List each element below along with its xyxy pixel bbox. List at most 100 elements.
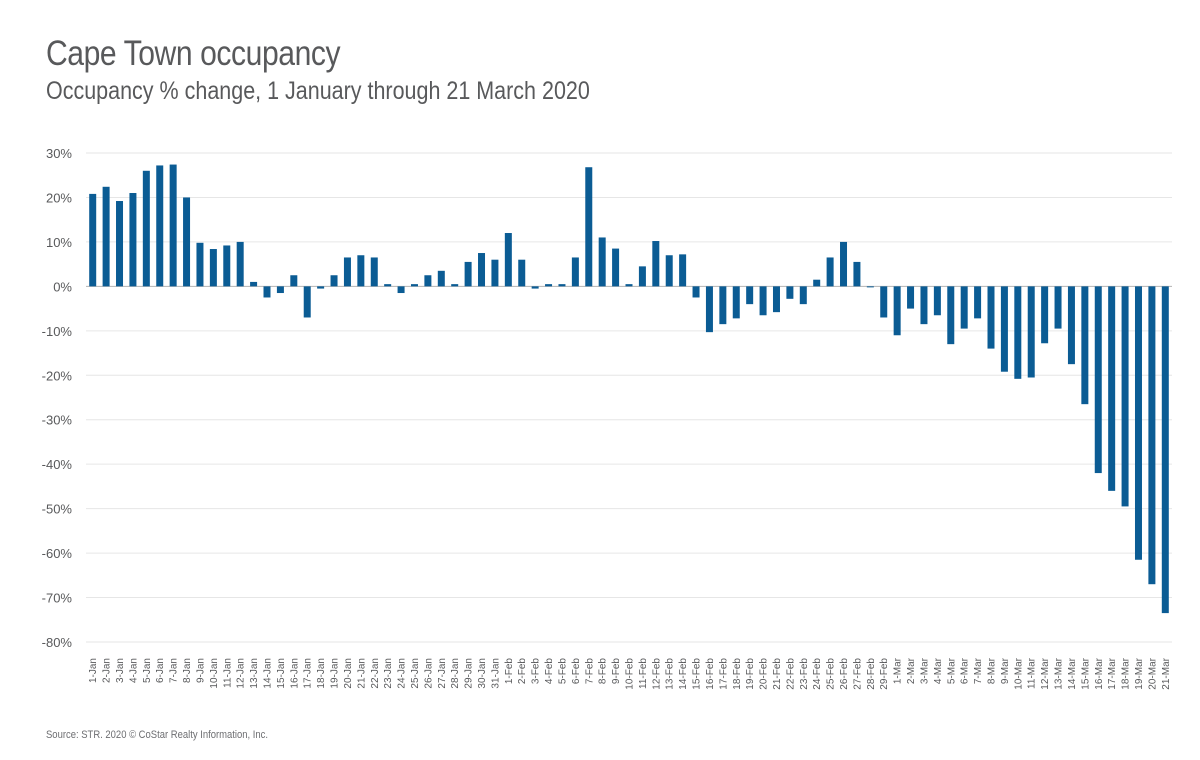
bar-18-Feb — [732, 286, 740, 319]
bar-6-Mar — [960, 286, 968, 329]
bar-31-Jan — [491, 259, 499, 287]
y-tick-label: -60% — [42, 546, 73, 561]
y-tick-label: -50% — [42, 502, 73, 517]
x-tick-label: 29-Feb — [879, 658, 890, 690]
bar-24-Jan — [397, 286, 405, 294]
x-tick-label: 22-Jan — [370, 658, 381, 689]
bar-21-Mar — [1161, 286, 1169, 614]
x-tick-label: 14-Mar — [1067, 657, 1078, 689]
x-tick-label: 13-Mar — [1054, 657, 1065, 689]
bar-10-Feb — [625, 284, 633, 287]
bar-20-Jan — [343, 257, 351, 287]
x-tick-label: 18-Jan — [316, 658, 327, 689]
chart-title: Cape Town occupancy — [46, 34, 341, 73]
x-tick-label: 23-Jan — [383, 658, 394, 689]
x-tick-label: 27-Feb — [852, 658, 863, 690]
x-tick-label: 19-Feb — [745, 658, 756, 690]
x-tick-label: 15-Jan — [276, 658, 287, 689]
x-tick-label: 12-Mar — [1040, 657, 1051, 689]
x-tick-label: 14-Jan — [263, 658, 274, 689]
bar-4-Mar — [933, 286, 941, 316]
bar-14-Jan — [263, 286, 271, 298]
x-tick-label: 8-Jan — [182, 658, 193, 683]
x-tick-label: 19-Jan — [330, 658, 341, 689]
x-tick-label: 15-Mar — [1080, 657, 1091, 689]
bar-2-Jan — [102, 186, 110, 287]
x-axis-tick-labels: 1-Jan 2-Jan 3-Jan 4-Jan 5-Jan 6-Jan 7-Jan 8-Jan… — [88, 657, 1172, 689]
bar-6-Jan — [156, 165, 164, 287]
x-tick-label: 25-Feb — [826, 658, 837, 690]
x-tick-label: 7-Jan — [169, 658, 180, 683]
bar-14-Feb — [679, 254, 687, 287]
chart-subtitle: Occupancy % change, 1 January through 21… — [46, 77, 590, 105]
y-tick-label: 10% — [46, 235, 72, 250]
bar-13-Feb — [665, 255, 673, 287]
x-tick-label: 1-Jan — [88, 658, 99, 683]
x-tick-label: 9-Mar — [1000, 657, 1011, 684]
bar-15-Mar — [1081, 286, 1089, 405]
bar-12-Feb — [652, 241, 660, 287]
bar-7-Feb — [585, 167, 593, 287]
bar-20-Mar — [1148, 286, 1156, 585]
bar-17-Mar — [1108, 286, 1116, 491]
x-tick-label: 6-Jan — [155, 658, 166, 683]
x-tick-label: 17-Jan — [303, 658, 314, 689]
x-tick-label: 2-Mar — [906, 657, 917, 684]
x-tick-label: 26-Jan — [423, 658, 434, 689]
bar-11-Mar — [1027, 286, 1035, 378]
x-tick-label: 7-Mar — [973, 657, 984, 684]
bar-9-Jan — [196, 242, 204, 287]
x-tick-label: 3-Mar — [919, 657, 930, 684]
bar-5-Mar — [947, 286, 955, 345]
bar-23-Jan — [384, 284, 392, 287]
bar-9-Feb — [612, 248, 620, 287]
x-tick-label: 5-Feb — [557, 658, 568, 685]
x-tick-label: 4-Mar — [933, 657, 944, 684]
bar-28-Feb — [866, 286, 874, 288]
y-tick-label: -70% — [42, 591, 73, 606]
x-tick-label: 16-Feb — [705, 658, 716, 690]
bar-8-Mar — [987, 286, 995, 349]
x-tick-label: 17-Mar — [1107, 657, 1118, 689]
x-tick-label: 3-Jan — [115, 658, 126, 683]
x-tick-label: 7-Feb — [584, 658, 595, 685]
bar-6-Feb — [571, 257, 579, 287]
bar-1-Jan — [89, 193, 97, 287]
x-tick-label: 20-Feb — [759, 658, 770, 690]
x-tick-label: 30-Jan — [477, 658, 488, 689]
bar-8-Feb — [598, 237, 606, 287]
x-tick-label: 1-Mar — [893, 657, 904, 684]
source-note: Source: STR. 2020 © CoStar Realty Inform… — [46, 729, 269, 741]
x-tick-label: 11-Mar — [1027, 657, 1038, 689]
x-tick-label: 6-Mar — [960, 657, 971, 684]
x-tick-label: 20-Jan — [343, 658, 354, 689]
x-tick-label: 27-Jan — [437, 658, 448, 689]
x-tick-label: 4-Feb — [544, 658, 555, 685]
y-axis-tick-labels: 30% 20% 10% 0% -10% -20% -30% -40% -50% -60% -70% -… — [42, 146, 73, 650]
bar-3-Feb — [531, 286, 539, 289]
x-tick-label: 10-Feb — [625, 658, 636, 690]
x-tick-label: 29-Jan — [464, 658, 475, 689]
x-tick-label: 5-Jan — [142, 658, 153, 683]
x-tick-label: 14-Feb — [678, 658, 689, 690]
x-tick-label: 25-Jan — [410, 658, 421, 689]
x-tick-label: 6-Feb — [571, 658, 582, 685]
bars — [89, 164, 1169, 614]
x-tick-label: 20-Mar — [1147, 657, 1158, 689]
y-tick-label: 20% — [46, 190, 72, 205]
bar-9-Mar — [1000, 286, 1008, 372]
x-tick-label: 21-Mar — [1161, 657, 1172, 689]
y-tick-label: -30% — [42, 413, 73, 428]
y-tick-label: -10% — [42, 324, 73, 339]
x-tick-label: 18-Mar — [1121, 657, 1132, 689]
bar-10-Mar — [1014, 286, 1022, 379]
bar-11-Feb — [638, 266, 646, 287]
x-tick-label: 2-Feb — [517, 658, 528, 685]
x-tick-label: 3-Feb — [531, 658, 542, 685]
x-tick-label: 11-Feb — [638, 658, 649, 689]
bar-26-Jan — [424, 275, 432, 287]
bar-2-Mar — [907, 286, 915, 309]
x-tick-label: 18-Feb — [732, 658, 743, 690]
bar-21-Feb — [772, 286, 780, 313]
bar-27-Jan — [437, 270, 445, 287]
